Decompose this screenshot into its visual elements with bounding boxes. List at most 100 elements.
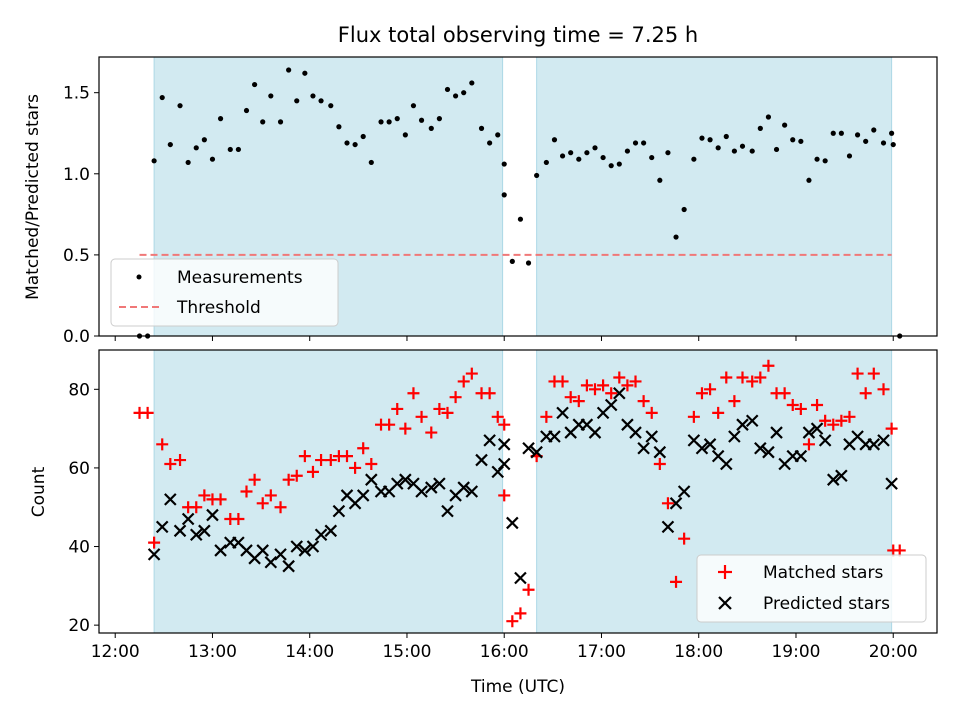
measurement-point: [151, 158, 157, 164]
count-y-axis-label: Count: [29, 466, 49, 517]
predicted-star-point: [173, 524, 187, 538]
legend-measurements-marker: [136, 274, 142, 280]
measurement-point: [814, 156, 820, 162]
predicted-star-point: [826, 473, 840, 486]
measurement-point: [681, 206, 687, 213]
matched-star-point: [645, 406, 658, 419]
measurement-point: [159, 94, 165, 101]
measurement-point: [452, 93, 459, 99]
measurement-point: [185, 159, 191, 166]
matched-star-point: [349, 461, 362, 474]
matched-star-point: [794, 402, 807, 415]
measurement-point: [525, 260, 532, 266]
y-tick-label: 1.0: [63, 165, 90, 185]
predicted-star-point: [290, 540, 304, 553]
measurement-point: [302, 70, 308, 76]
y-tick-label: 0.5: [63, 246, 90, 266]
measurement-point: [436, 116, 442, 122]
measurement-point: [444, 86, 451, 93]
predicted-star-point: [433, 477, 446, 490]
measurement-point: [691, 156, 697, 162]
x-tick-label: 14:00: [285, 642, 334, 662]
x-tick-label: 18:00: [674, 642, 723, 662]
predicted-star-point: [256, 544, 269, 557]
measurement-point: [201, 137, 207, 143]
matched-star-point: [441, 406, 454, 419]
legend-predicted-marker: [718, 596, 732, 610]
predicted-star-point: [762, 445, 775, 459]
measurement-point: [838, 130, 844, 136]
measurement-point: [495, 132, 501, 138]
measurement-point: [260, 119, 266, 125]
predicted-star-point: [365, 473, 378, 486]
matched-star-point: [637, 395, 650, 408]
matched-star-point: [248, 473, 261, 486]
predicted-star-point: [181, 512, 195, 526]
measurement-point: [286, 67, 292, 73]
count-matched-points: [133, 359, 906, 628]
matched-star-point: [704, 383, 717, 396]
measurement-point: [328, 103, 334, 109]
predicted-star-point: [324, 524, 338, 538]
predicted-star-point: [189, 528, 203, 542]
measurement-point: [378, 119, 384, 125]
measurement-point: [616, 161, 622, 167]
measurement-point: [608, 163, 614, 169]
count-legend-box: [696, 554, 927, 623]
predicted-star-point: [556, 406, 569, 420]
predicted-star-point: [794, 449, 808, 463]
measurement-point: [534, 172, 540, 179]
count-axes-frame: [98, 349, 938, 634]
measurement-point: [568, 150, 574, 156]
matched-star-point: [885, 422, 898, 435]
predicted-star-point: [530, 445, 543, 459]
predicted-star-point: [629, 426, 642, 439]
measurement-point: [731, 148, 737, 154]
measurement-point: [600, 154, 606, 161]
predicted-star-point: [653, 445, 667, 459]
predicted-star-point: [669, 497, 683, 510]
matched-star-point: [365, 457, 378, 470]
measurement-point: [790, 137, 796, 143]
measurement-point: [344, 140, 350, 146]
measurement-point: [699, 135, 705, 141]
matched-star-point: [433, 402, 446, 415]
measurement-point: [765, 114, 772, 120]
measurement-point: [469, 80, 475, 86]
measurement-point: [235, 146, 241, 153]
predicted-star-point: [298, 544, 312, 557]
measurement-point: [632, 140, 639, 146]
measurement-point: [252, 81, 258, 88]
x-axis-label: Time (UTC): [470, 677, 565, 697]
ratio-legend-box: [110, 258, 339, 327]
predicted-star-point: [548, 430, 561, 443]
predicted-star-point: [198, 524, 211, 538]
measurement-point: [715, 145, 721, 151]
matched-star-point: [498, 489, 511, 502]
matched-star-point: [778, 387, 791, 400]
matched-star-point: [762, 359, 775, 372]
predicted-star-point: [867, 438, 881, 451]
predicted-star-point: [164, 493, 177, 506]
measurement-point: [782, 122, 788, 128]
predicted-star-point: [754, 441, 767, 455]
predicted-star-point: [425, 481, 438, 494]
y-tick-label: 0.0: [63, 327, 90, 347]
count-predicted-points: [147, 386, 898, 585]
matched-star-point: [588, 383, 601, 396]
matched-star-point: [728, 395, 741, 408]
measurement-point: [336, 124, 342, 130]
predicted-star-point: [506, 516, 519, 530]
measurement-point: [360, 133, 366, 140]
predicted-star-point: [147, 548, 161, 561]
measurement-point: [798, 138, 804, 144]
x-tick-label: 13:00: [188, 642, 237, 662]
measurement-point: [509, 258, 515, 264]
predicted-star-point: [497, 438, 511, 451]
matched-star-point: [141, 406, 154, 419]
matched-star-point: [613, 371, 626, 384]
measurement-point: [268, 93, 274, 99]
matched-star-point: [556, 375, 569, 388]
matched-star-point: [678, 532, 691, 545]
predicted-star-point: [332, 504, 346, 518]
